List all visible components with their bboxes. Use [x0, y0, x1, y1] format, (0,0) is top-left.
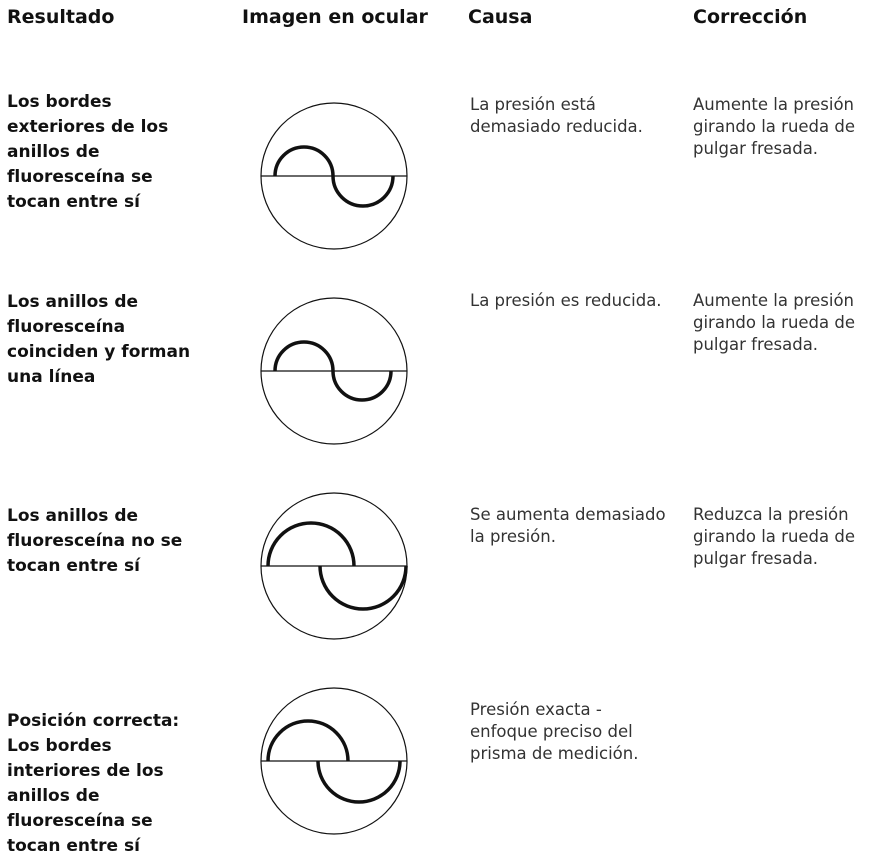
cause-text: Presión exacta - enfoque preciso del pri… [470, 700, 639, 763]
result-text: Los bordes exteriores de los anillos de … [7, 92, 169, 212]
result-text: Posición correcta: Los bordes interiores… [7, 711, 180, 856]
eyepiece-image [260, 102, 408, 250]
column-header: Resultado [7, 6, 115, 28]
cause-text: Se aumenta demasiado la presión. [470, 505, 666, 546]
result-text: Los anillos de fluoresceína no se tocan … [7, 506, 183, 576]
correction-text: Aumente la presión girando la rueda de p… [693, 95, 856, 158]
column-header: Corrección [693, 6, 808, 28]
cause-text: La presión está demasiado reducida. [470, 95, 643, 136]
correction-text: Reduzca la presión girando la rueda de p… [693, 505, 856, 568]
correction-text: Aumente la presión girando la rueda de p… [693, 291, 856, 354]
eyepiece-image [260, 492, 408, 640]
eyepiece-image [260, 297, 408, 445]
eyepiece-image [260, 687, 408, 835]
result-text: Los anillos de fluoresceína coinciden y … [7, 292, 191, 387]
column-header: Imagen en ocular [242, 6, 428, 28]
cause-text: La presión es reducida. [470, 291, 662, 310]
column-header: Causa [468, 6, 533, 28]
